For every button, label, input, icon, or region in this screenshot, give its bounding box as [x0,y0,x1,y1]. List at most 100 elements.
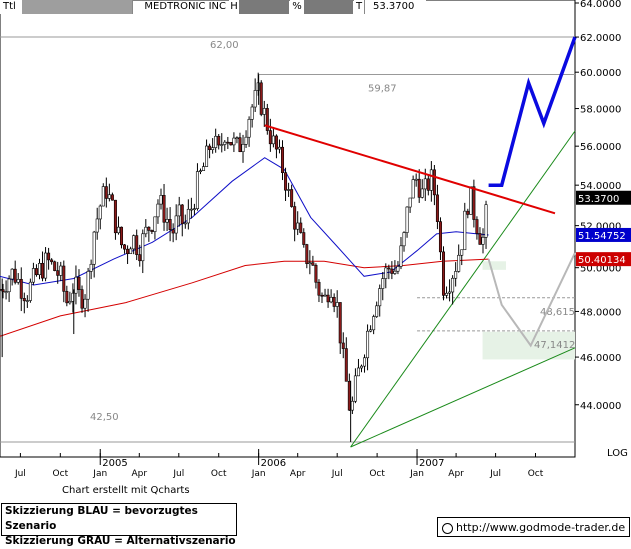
candle-body [31,268,35,283]
scenario-paths [264,36,577,348]
candle-body [329,296,333,303]
candle-body [223,141,227,145]
candle-body [150,230,154,232]
scenario-legend: Skizzierung BLAU = bevorzugtes Szenario … [1,503,237,547]
candle-body [259,82,263,115]
candle-body [414,178,418,181]
candle-body [171,229,175,234]
value-badge [576,190,631,205]
y-tick-label: 48.0000 [580,307,621,318]
candle-body [65,291,69,304]
x-tick-label: Oct [369,469,385,479]
moving-averages [0,157,489,337]
candle-body [235,137,239,139]
candle-body [62,265,66,292]
name-box: MEDTRONIC INC [133,0,229,14]
candle-body [359,365,363,369]
website-url[interactable]: http://www.godmode-trader.de [456,521,626,534]
y-tick-label: 46.0000 [580,353,621,364]
candle-body [4,291,8,294]
candle-body [350,400,354,411]
candle-body [435,194,439,222]
candle-body [396,266,400,272]
candle-body [274,135,278,150]
candle-body [363,357,367,367]
candle-body [438,221,442,253]
candle-body [454,271,458,279]
y-tick-label: 64.0000 [580,0,621,10]
candle-body [429,169,433,191]
candle-body [390,268,394,274]
candle-body [95,218,99,233]
candle-body [159,195,163,205]
candle-body [281,146,285,173]
candle-body [426,178,430,191]
candle-body [463,210,467,251]
candle-body [110,194,114,201]
candle-body [448,291,452,294]
candle-body [369,329,373,332]
candle-body [7,278,11,293]
candle-body [293,206,297,230]
candle-body [387,267,391,270]
candle-body [475,219,479,234]
candle-body [326,294,330,303]
ticker-label: Ttl [3,1,16,12]
candle-body [284,172,288,191]
ticker-field [22,0,132,14]
x-tick-label: Apr [448,469,464,479]
trend-lines [350,130,576,448]
ma-blue [0,157,489,286]
candle-body [277,146,281,150]
info-bar: Ttl MEDTRONIC INC H % T 53.3700 [0,0,575,14]
alternative-scenario-path [487,252,576,348]
x-tick-label: Jan [251,469,266,479]
candle-body [314,264,318,283]
website-link[interactable]: http://www.godmode-trader.de [437,517,630,537]
candle-body [129,248,133,255]
candle-body [211,147,215,151]
candle-body [247,119,251,138]
candle-body [13,268,17,283]
value-badge-label: 50.40134 [578,255,626,266]
candle-body [238,137,242,153]
candle-body [217,135,221,146]
candle-body [37,263,41,276]
candle-body [268,130,272,145]
candle-body [356,367,360,377]
candle-body [141,233,145,262]
candle-body [80,289,84,309]
annotation-label: 42,50 [90,412,119,423]
candle-body [168,219,172,230]
upper-target-zone [482,261,506,270]
candle-body [417,178,421,198]
x-tick-label: Oct [528,469,544,479]
candle-body [53,261,57,271]
candle-body [92,231,96,265]
h-field: H [229,0,289,14]
candle-body [481,237,485,245]
x-tick-label: Jan [92,469,107,479]
candle-body [411,179,415,199]
x-tick-label: Jul [172,469,184,479]
candle-body [402,232,406,247]
logo-icon [442,522,453,534]
candle-body [451,277,455,293]
candle-body [384,267,388,279]
value-badges: 53.3700 51.54752 50.40134 [576,190,631,267]
candle-body [180,204,184,225]
candle-body [205,145,209,167]
candle-body [50,259,54,263]
candle-body [44,252,48,279]
last-price: 53.3700 [373,1,415,12]
x-tick-label: Apr [132,469,148,479]
candle-body [375,305,379,317]
candle-body [317,281,321,296]
support-trendline-flat [350,347,576,448]
candle-body [123,244,127,250]
y-tick-label: 54.0000 [580,181,621,192]
pct-field: % [290,0,353,14]
candle-body [220,144,224,146]
candle-body [353,375,357,402]
